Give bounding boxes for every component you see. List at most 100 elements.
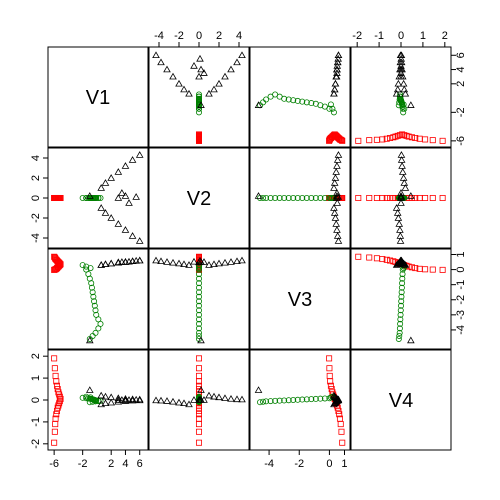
point-triangle	[398, 168, 407, 175]
point-square	[373, 194, 380, 201]
point-square	[422, 266, 429, 273]
point-circle	[79, 194, 86, 201]
point-triangle	[397, 72, 405, 80]
tick-label: -2	[352, 30, 362, 42]
point-triangle	[332, 72, 341, 80]
point-triangle	[197, 65, 205, 73]
point-square	[51, 365, 58, 372]
point-triangle	[333, 396, 341, 403]
tick-label: 4	[30, 155, 42, 161]
point-circle	[90, 293, 97, 300]
panel-V3-V3: V3	[249, 248, 351, 350]
point-triangle	[330, 85, 339, 93]
point-triangle	[97, 391, 106, 399]
point-triangle	[85, 336, 94, 344]
point-triangle	[175, 79, 183, 87]
point-triangle	[107, 259, 116, 267]
tick-label: -4	[455, 325, 467, 335]
tick-label: -2	[78, 458, 88, 470]
point-triangle	[254, 386, 263, 393]
point-triangle	[397, 151, 406, 158]
point-circle	[87, 394, 94, 401]
point-circle	[195, 329, 202, 336]
point-triangle	[180, 260, 188, 268]
point-square	[379, 136, 386, 143]
point-square	[338, 428, 345, 435]
point-triangle	[114, 168, 123, 175]
point-square	[336, 411, 343, 418]
point-triangle	[221, 394, 229, 401]
point-square	[52, 415, 59, 422]
point-triangle	[334, 237, 343, 244]
point-triangle	[407, 192, 415, 199]
point-square	[51, 439, 58, 446]
point-square	[383, 256, 390, 263]
point-circle	[195, 307, 202, 314]
point-circle	[272, 397, 279, 404]
point-circle	[195, 302, 202, 309]
point-circle	[399, 271, 406, 278]
tick-label: 6	[455, 52, 467, 58]
point-triangle	[152, 396, 160, 404]
point-square	[195, 428, 202, 435]
point-triangle	[407, 101, 415, 108]
panel-frame	[148, 147, 250, 249]
point-circle	[290, 396, 297, 403]
point-circle	[195, 316, 202, 323]
point-triangle	[135, 237, 144, 244]
point-circle	[260, 99, 267, 106]
panel-V1-V3	[249, 46, 351, 148]
point-circle	[327, 101, 334, 108]
point-triangle	[125, 199, 133, 206]
point-square	[326, 137, 333, 144]
point-square	[379, 194, 386, 201]
point-circle	[88, 284, 95, 291]
point-triangle	[227, 394, 235, 402]
point-triangle	[215, 259, 223, 267]
point-square	[408, 264, 415, 271]
panel-V1-V4	[350, 46, 452, 148]
point-circle	[195, 93, 202, 100]
point-triangle	[233, 58, 241, 66]
panel-frame	[148, 349, 250, 451]
point-triangle	[398, 162, 406, 169]
point-triangle	[397, 54, 406, 62]
point-triangle	[121, 258, 130, 265]
point-square	[55, 402, 62, 409]
tick-label: -4	[264, 458, 274, 470]
tick-label: 0	[398, 30, 404, 42]
point-circle	[399, 280, 406, 287]
point-square	[326, 372, 333, 379]
point-square	[56, 400, 63, 407]
panel-frame	[350, 147, 452, 249]
point-circle	[195, 266, 202, 273]
point-triangle	[121, 226, 130, 233]
point-triangle	[152, 51, 160, 59]
tick-label: 0	[30, 195, 42, 201]
point-square	[366, 137, 373, 144]
point-square	[401, 132, 408, 139]
point-circle	[195, 101, 202, 108]
point-circle	[95, 325, 102, 332]
point-triangle	[396, 226, 404, 233]
point-triangle	[107, 214, 116, 221]
panel-V3-V2	[148, 248, 250, 350]
point-circle	[89, 332, 96, 339]
point-triangle	[169, 258, 177, 266]
point-circle	[303, 99, 310, 106]
point-square	[195, 407, 202, 414]
point-circle	[398, 293, 405, 300]
point-triangle	[132, 395, 140, 403]
point-square	[51, 355, 58, 362]
point-triangle	[233, 395, 241, 403]
point-triangle	[392, 204, 401, 211]
point-circle	[263, 96, 270, 103]
point-circle	[87, 265, 94, 272]
point-triangle	[332, 194, 341, 201]
point-square	[355, 194, 362, 201]
point-triangle	[128, 156, 137, 163]
point-circle	[91, 302, 98, 309]
point-circle	[396, 93, 403, 100]
point-triangle	[394, 79, 403, 87]
point-triangle	[135, 256, 144, 264]
